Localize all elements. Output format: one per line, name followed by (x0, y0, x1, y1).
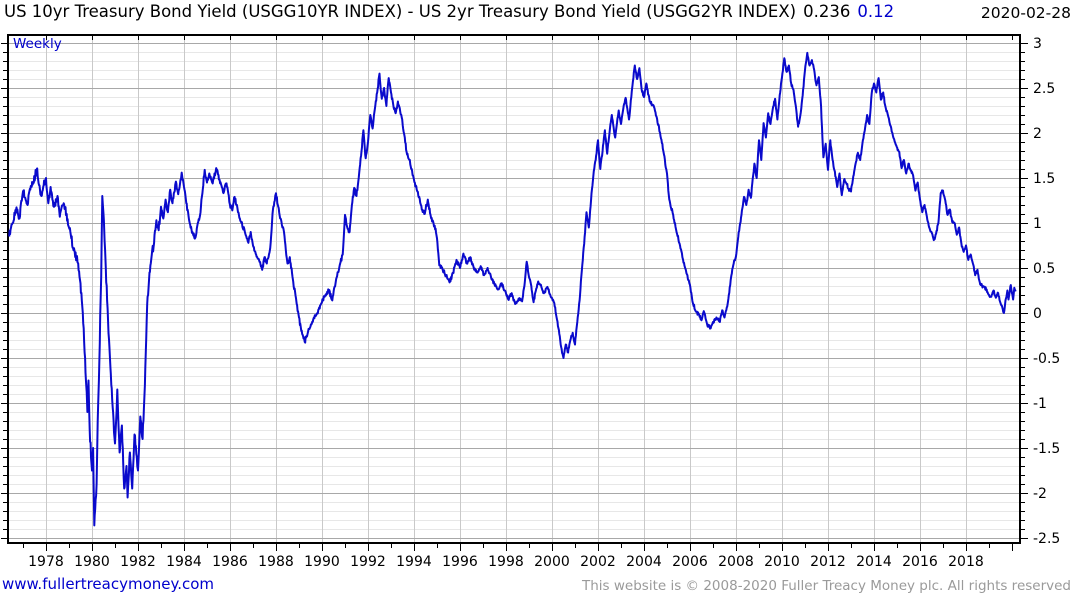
x-axis-label: 2018 (948, 554, 984, 570)
y-axis-label: 0.5 (1033, 261, 1055, 277)
x-axis-label: 1992 (350, 554, 386, 570)
y-axis-label: -1.5 (1033, 441, 1060, 457)
axis-labels: 3 2.5 2 1.5 1 0.5 0 -0.5 -1 -1.5 -2 -2.5 1978 1980 198… (28, 36, 1060, 570)
x-axis-label: 2016 (902, 554, 938, 570)
x-axis-label: 1998 (488, 554, 524, 570)
y-axis-label: 2.5 (1033, 81, 1055, 97)
x-axis-label: 1988 (258, 554, 294, 570)
x-axis-label: 2014 (856, 554, 892, 570)
plot-frame (7, 34, 1021, 544)
last-price-value: 0.236 (803, 2, 851, 21)
y-axis-label: -1 (1033, 396, 1047, 412)
axis-ticks (1, 36, 1028, 551)
x-axis-label: 1996 (442, 554, 478, 570)
x-axis-label: 2000 (534, 554, 570, 570)
x-axis-label: 2012 (810, 554, 846, 570)
x-axis-label: 2006 (672, 554, 708, 570)
y-axis-label: -0.5 (1033, 351, 1060, 367)
x-axis-label: 2008 (718, 554, 754, 570)
website-link[interactable]: www.fullertreacymoney.com (2, 575, 215, 593)
x-axis-label: 1980 (74, 554, 110, 570)
y-axis-label: 2 (1033, 126, 1042, 142)
spread-line-series (8, 51, 1017, 527)
x-axis-label: 1986 (212, 554, 248, 570)
x-axis-label: 1982 (120, 554, 156, 570)
y-axis-label: 1 (1033, 216, 1042, 232)
y-axis-label: 0 (1033, 306, 1042, 322)
page-title: US 10yr Treasury Bond Yield (USGG10YR IN… (4, 2, 797, 21)
y-axis-label: 1.5 (1033, 171, 1055, 187)
x-axis-label: 2004 (626, 554, 662, 570)
y-axis-label: -2 (1033, 486, 1047, 502)
chart-title-bar: US 10yr Treasury Bond Yield (USGG10YR IN… (4, 2, 1071, 28)
change-value: 0.12 (857, 2, 895, 21)
frequency-badge: Weekly (13, 36, 62, 52)
x-axis-label: 1984 (166, 554, 202, 570)
x-axis-label: 1978 (28, 554, 64, 570)
y-axis-label: -2.5 (1033, 531, 1060, 547)
x-axis-label: 2010 (764, 554, 800, 570)
grid-lines (8, 35, 1020, 543)
x-axis-label: 1994 (396, 554, 432, 570)
x-axis-label: 2002 (580, 554, 616, 570)
y-axis-label: 3 (1033, 36, 1042, 52)
copyright-text: This website is © 2008-2020 Fuller Treac… (582, 578, 1071, 594)
chart-date: 2020-02-28 (980, 4, 1071, 22)
x-axis-label: 1990 (304, 554, 340, 570)
